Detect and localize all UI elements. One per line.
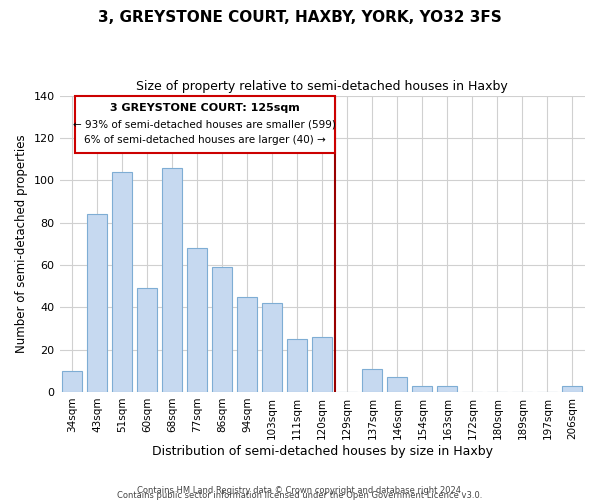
Title: Size of property relative to semi-detached houses in Haxby: Size of property relative to semi-detach… [136,80,508,93]
Bar [212,267,232,392]
Text: 6% of semi-detached houses are larger (40) →: 6% of semi-detached houses are larger (4… [84,135,326,145]
Bar [137,288,157,392]
Text: Contains HM Land Registry data © Crown copyright and database right 2024.: Contains HM Land Registry data © Crown c… [137,486,463,495]
Bar [162,168,182,392]
Bar [388,377,407,392]
Y-axis label: Number of semi-detached properties: Number of semi-detached properties [15,134,28,353]
Bar [74,96,335,152]
Bar [312,337,332,392]
Text: ← 93% of semi-detached houses are smaller (599): ← 93% of semi-detached houses are smalle… [73,119,336,129]
Bar [187,248,207,392]
Bar [237,296,257,392]
Text: 3, GREYSTONE COURT, HAXBY, YORK, YO32 3FS: 3, GREYSTONE COURT, HAXBY, YORK, YO32 3F… [98,10,502,25]
Bar [62,371,82,392]
Bar [362,368,382,392]
X-axis label: Distribution of semi-detached houses by size in Haxby: Distribution of semi-detached houses by … [152,444,493,458]
Text: Contains public sector information licensed under the Open Government Licence v3: Contains public sector information licen… [118,491,482,500]
Bar [87,214,107,392]
Bar [437,386,457,392]
Bar [287,339,307,392]
Bar [412,386,433,392]
Bar [562,386,583,392]
Bar [262,303,282,392]
Bar [112,172,132,392]
Text: 3 GREYSTONE COURT: 125sqm: 3 GREYSTONE COURT: 125sqm [110,103,299,113]
